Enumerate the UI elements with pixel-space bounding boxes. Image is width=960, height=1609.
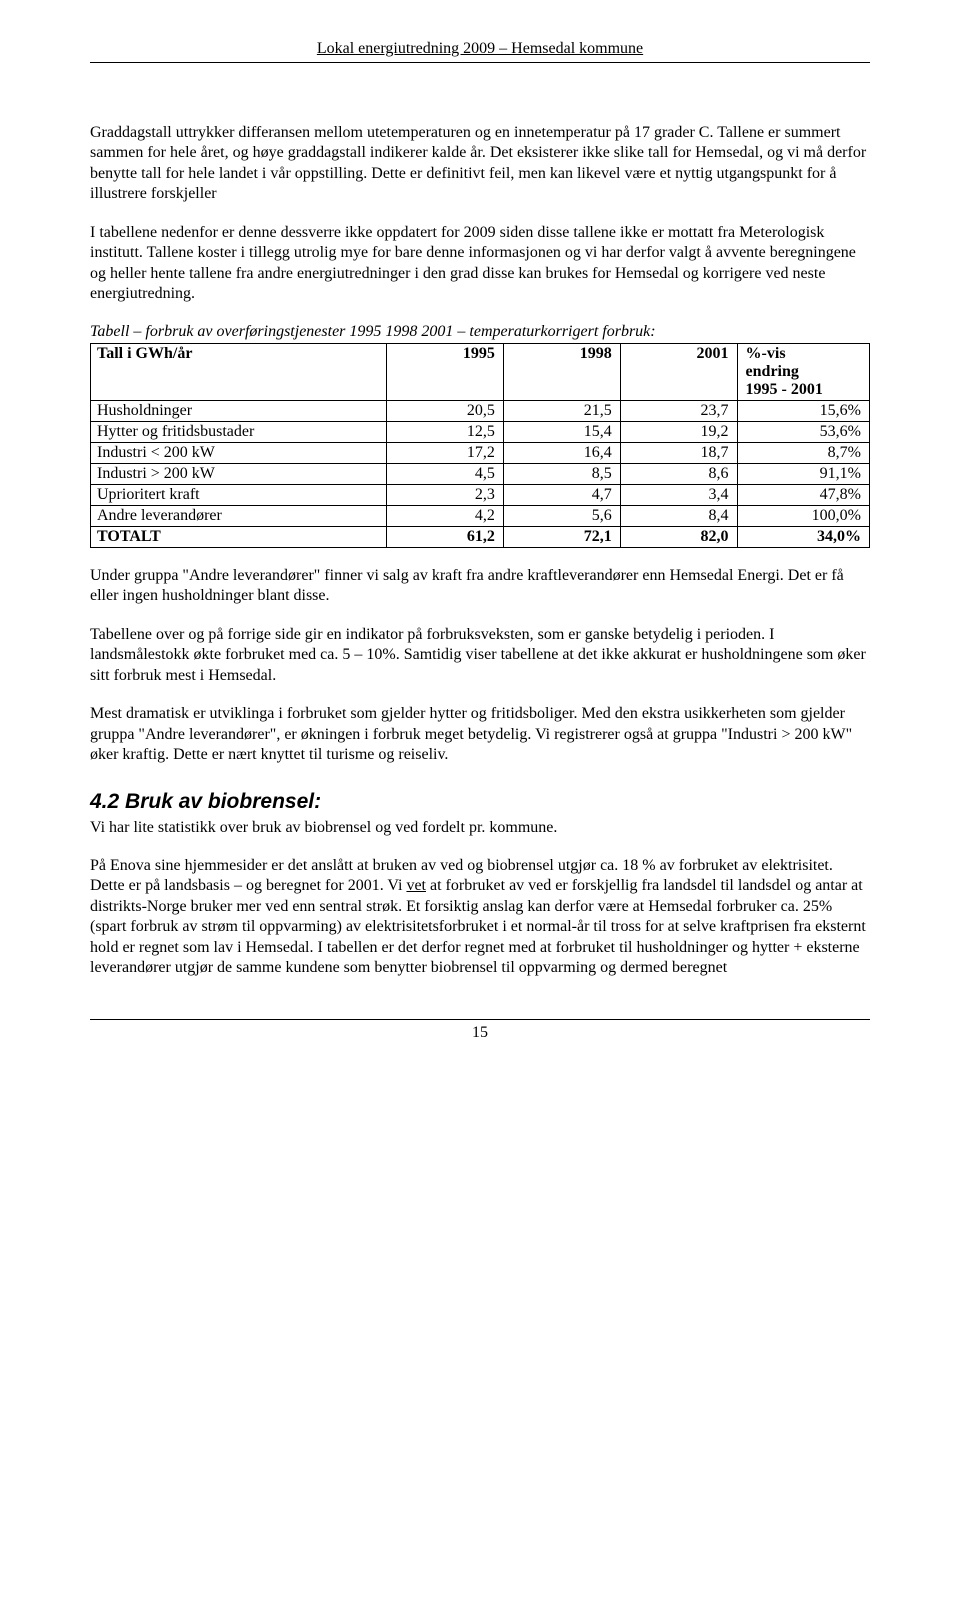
- paragraph-3: Under gruppa "Andre leverandører" finner…: [90, 566, 870, 607]
- pct-line3: 1995 - 2001: [746, 381, 823, 398]
- cell-1995: 4,5: [387, 463, 504, 484]
- paragraph-1: Graddagstall uttrykker differansen mello…: [90, 123, 870, 205]
- cell-label: TOTALT: [91, 526, 387, 547]
- footer-rule: [90, 1019, 870, 1020]
- pct-line1: %-vis: [746, 345, 786, 362]
- cell-1998: 21,5: [503, 400, 620, 421]
- paragraph-6a: Vi har lite statistikk over bruk av biob…: [90, 818, 870, 838]
- page-header: Lokal energiutredning 2009 – Hemsedal ko…: [90, 40, 870, 58]
- cell-1995: 17,2: [387, 442, 504, 463]
- table-row: Uprioritert kraft 2,3 4,7 3,4 47,8%: [91, 484, 870, 505]
- cell-1995: 4,2: [387, 505, 504, 526]
- data-table: Tall i GWh/år 1995 1998 2001 %-vis endri…: [90, 343, 870, 548]
- paragraph-4: Tabellene over og på forrige side gir en…: [90, 625, 870, 686]
- table-row: Hytter og fritidsbustader 12,5 15,4 19,2…: [91, 421, 870, 442]
- page-number: 15: [90, 1024, 870, 1042]
- cell-pct: 34,0%: [737, 526, 869, 547]
- table-row: Andre leverandører 4,2 5,6 8,4 100,0%: [91, 505, 870, 526]
- table-row: Industri > 200 kW 4,5 8,5 8,6 91,1%: [91, 463, 870, 484]
- cell-1998: 8,5: [503, 463, 620, 484]
- table-row: Industri < 200 kW 17,2 16,4 18,7 8,7%: [91, 442, 870, 463]
- cell-pct: 91,1%: [737, 463, 869, 484]
- table-total-row: TOTALT 61,2 72,1 82,0 34,0%: [91, 526, 870, 547]
- cell-label: Uprioritert kraft: [91, 484, 387, 505]
- cell-2001: 82,0: [620, 526, 737, 547]
- cell-1998: 16,4: [503, 442, 620, 463]
- cell-1998: 4,7: [503, 484, 620, 505]
- table-row: Husholdninger 20,5 21,5 23,7 15,6%: [91, 400, 870, 421]
- cell-1995: 20,5: [387, 400, 504, 421]
- cell-1995: 12,5: [387, 421, 504, 442]
- cell-pct: 47,8%: [737, 484, 869, 505]
- cell-label: Hytter og fritidsbustader: [91, 421, 387, 442]
- cell-pct: 8,7%: [737, 442, 869, 463]
- cell-2001: 18,7: [620, 442, 737, 463]
- section-heading-biobrensel: 4.2 Bruk av biobrensel:: [90, 790, 870, 814]
- cell-2001: 8,4: [620, 505, 737, 526]
- cell-2001: 8,6: [620, 463, 737, 484]
- p6b-underlined: vet: [406, 877, 426, 894]
- paragraph-5: Mest dramatisk er utviklinga i forbruket…: [90, 704, 870, 765]
- cell-1998: 5,6: [503, 505, 620, 526]
- col-header-label: Tall i GWh/år: [91, 343, 387, 400]
- col-header-1995: 1995: [387, 343, 504, 400]
- cell-2001: 3,4: [620, 484, 737, 505]
- cell-1995: 61,2: [387, 526, 504, 547]
- cell-2001: 23,7: [620, 400, 737, 421]
- col-header-2001: 2001: [620, 343, 737, 400]
- table-caption: Tabell – forbruk av overføringstjenester…: [90, 323, 870, 341]
- pct-line2: endring: [746, 363, 799, 380]
- cell-pct: 15,6%: [737, 400, 869, 421]
- cell-label: Industri > 200 kW: [91, 463, 387, 484]
- cell-label: Husholdninger: [91, 400, 387, 421]
- header-rule: [90, 62, 870, 63]
- cell-1998: 15,4: [503, 421, 620, 442]
- cell-label: Andre leverandører: [91, 505, 387, 526]
- header-title: Lokal energiutredning 2009 – Hemsedal ko…: [317, 40, 643, 57]
- col-header-1998: 1998: [503, 343, 620, 400]
- cell-2001: 19,2: [620, 421, 737, 442]
- paragraph-6b: På Enova sine hjemmesider er det anslått…: [90, 856, 870, 979]
- paragraph-2: I tabellene nedenfor er denne dessverre …: [90, 223, 870, 305]
- table-header-row: Tall i GWh/år 1995 1998 2001 %-vis endri…: [91, 343, 870, 400]
- cell-1998: 72,1: [503, 526, 620, 547]
- cell-1995: 2,3: [387, 484, 504, 505]
- col-header-pct: %-vis endring 1995 - 2001: [737, 343, 869, 400]
- cell-label: Industri < 200 kW: [91, 442, 387, 463]
- cell-pct: 53,6%: [737, 421, 869, 442]
- cell-pct: 100,0%: [737, 505, 869, 526]
